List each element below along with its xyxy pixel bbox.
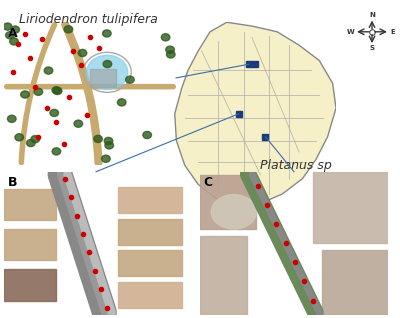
Text: N: N: [369, 12, 375, 18]
Circle shape: [126, 76, 134, 83]
FancyArrowPatch shape: [60, 174, 104, 312]
Bar: [118, 282, 182, 308]
Circle shape: [50, 109, 58, 116]
Bar: [118, 219, 182, 245]
Circle shape: [64, 26, 73, 33]
Text: S: S: [370, 45, 374, 52]
Text: C: C: [204, 176, 213, 189]
Bar: [4, 229, 56, 260]
Circle shape: [53, 87, 62, 94]
Text: Platanus sp: Platanus sp: [260, 159, 332, 172]
Circle shape: [161, 34, 170, 41]
Bar: [322, 251, 388, 315]
Polygon shape: [175, 22, 336, 205]
Text: B: B: [8, 176, 17, 189]
Circle shape: [6, 32, 14, 39]
Bar: [200, 175, 256, 229]
Circle shape: [94, 135, 102, 142]
Circle shape: [211, 195, 256, 229]
Circle shape: [52, 87, 61, 94]
Circle shape: [102, 155, 110, 162]
FancyArrowPatch shape: [64, 174, 108, 312]
Circle shape: [11, 26, 20, 33]
Bar: [4, 189, 56, 220]
Circle shape: [103, 60, 112, 68]
Bar: [200, 236, 247, 315]
Circle shape: [143, 131, 152, 139]
Text: B: B: [8, 176, 17, 189]
Circle shape: [10, 38, 18, 45]
Circle shape: [105, 142, 114, 149]
Circle shape: [78, 49, 87, 57]
FancyArrowPatch shape: [248, 174, 315, 312]
FancyArrowPatch shape: [252, 174, 319, 312]
Circle shape: [166, 51, 175, 58]
Bar: [118, 187, 182, 213]
Circle shape: [3, 23, 12, 30]
Circle shape: [44, 67, 53, 74]
Text: A: A: [8, 27, 17, 39]
Circle shape: [102, 30, 111, 37]
Circle shape: [104, 137, 113, 145]
Circle shape: [166, 46, 174, 53]
Circle shape: [31, 135, 40, 143]
Bar: [4, 269, 56, 301]
Bar: [90, 70, 116, 87]
FancyArrowPatch shape: [65, 25, 98, 162]
Text: C: C: [204, 176, 213, 189]
Circle shape: [86, 55, 128, 90]
Circle shape: [52, 148, 61, 155]
Text: Liriodendron tulipifera: Liriodendron tulipifera: [19, 13, 157, 26]
Text: W: W: [347, 29, 355, 35]
Circle shape: [34, 88, 43, 95]
FancyArrowPatch shape: [68, 174, 112, 312]
Text: A: A: [8, 27, 17, 39]
Circle shape: [74, 120, 82, 127]
Circle shape: [26, 140, 35, 147]
Bar: [118, 251, 182, 276]
Bar: [313, 172, 388, 243]
FancyArrowPatch shape: [21, 25, 54, 162]
Circle shape: [15, 134, 24, 141]
Text: E: E: [391, 29, 395, 35]
Circle shape: [21, 91, 29, 98]
Circle shape: [117, 99, 126, 106]
Circle shape: [8, 115, 16, 122]
